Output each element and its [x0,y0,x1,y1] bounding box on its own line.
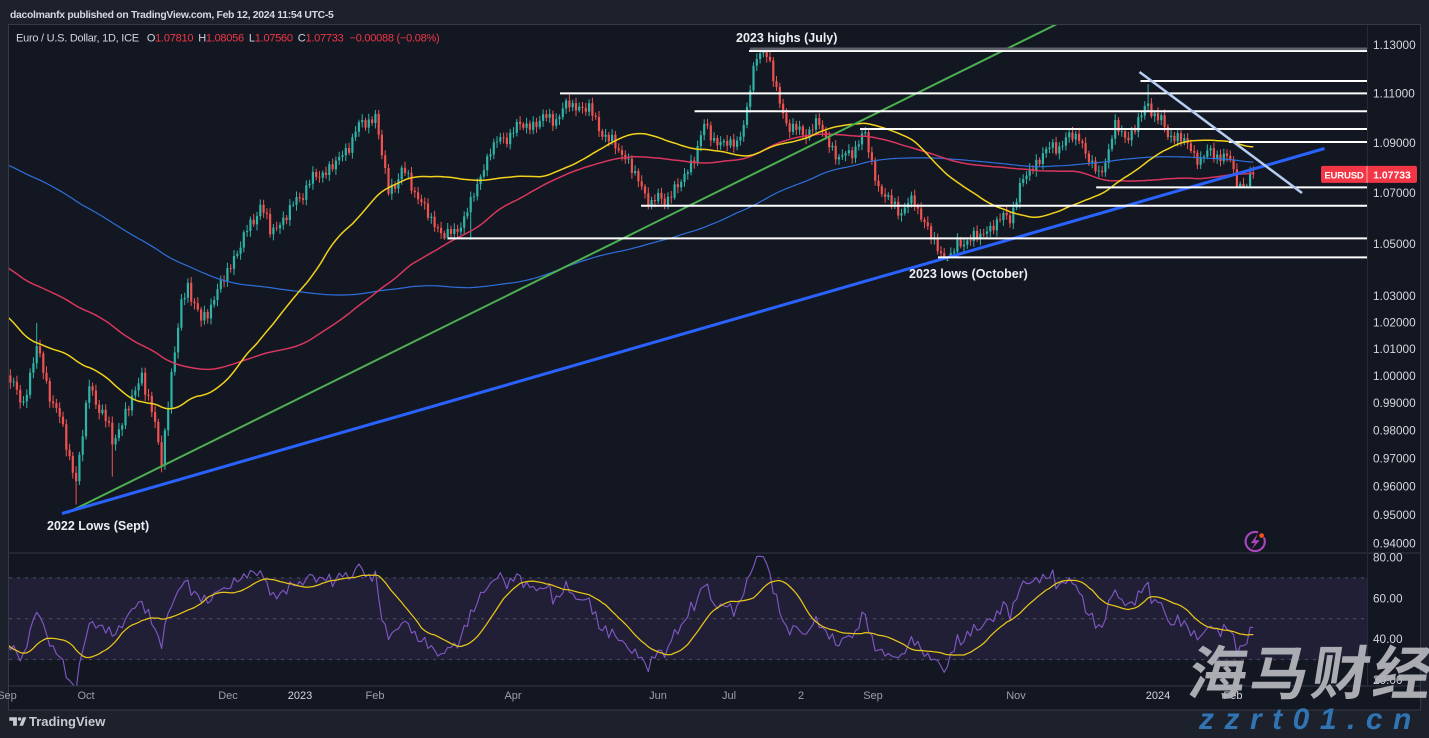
svg-text:Jun: Jun [649,690,667,702]
svg-text:Sep: Sep [863,690,883,702]
svg-text:1.01000: 1.01000 [1373,342,1416,356]
svg-text:2024: 2024 [1146,690,1170,702]
svg-text:Dec: Dec [218,690,238,702]
svg-text:0.97000: 0.97000 [1373,451,1416,465]
svg-text:80.00: 80.00 [1373,550,1403,564]
svg-text:1.00000: 1.00000 [1373,369,1416,383]
svg-text:zzrt01.cn: zzrt01.cn [1198,703,1422,736]
svg-text:2022 Lows (Sept): 2022 Lows (Sept) [47,519,149,533]
svg-text:40.00: 40.00 [1373,632,1403,646]
svg-text:2023 lows (October): 2023 lows (October) [909,267,1028,281]
svg-text:Nov: Nov [1006,690,1026,702]
svg-text:2023 highs (July): 2023 highs (July) [736,31,837,45]
svg-text:1.09000: 1.09000 [1373,136,1416,150]
svg-text:1.05000: 1.05000 [1373,237,1416,251]
svg-text:1.07733: 1.07733 [1373,170,1411,181]
svg-text:60.00: 60.00 [1373,591,1403,605]
svg-text:Jul: Jul [722,690,736,702]
svg-text:1.03000: 1.03000 [1373,289,1416,303]
svg-text:0.96000: 0.96000 [1373,479,1416,493]
svg-text:2023: 2023 [288,690,312,702]
svg-text:2: 2 [798,690,804,702]
svg-text:Oct: Oct [77,690,94,702]
svg-text:0.94000: 0.94000 [1373,536,1416,550]
svg-text:Sep: Sep [0,690,17,702]
svg-text:1.11000: 1.11000 [1373,87,1415,101]
svg-text:EURUSD: EURUSD [1324,170,1364,181]
svg-text:Apr: Apr [504,690,521,702]
svg-text:0.95000: 0.95000 [1373,508,1416,522]
svg-text:1.13000: 1.13000 [1373,38,1416,52]
svg-text:1.02000: 1.02000 [1373,315,1416,329]
svg-text:dacolmanfx published on Tradin: dacolmanfx published on TradingView.com,… [10,10,334,21]
svg-text:0.99000: 0.99000 [1373,396,1416,410]
svg-text:1.07000: 1.07000 [1373,186,1416,200]
svg-text:Feb: Feb [366,690,385,702]
svg-text:0.98000: 0.98000 [1373,424,1416,438]
svg-text:TradingView: TradingView [29,714,106,729]
